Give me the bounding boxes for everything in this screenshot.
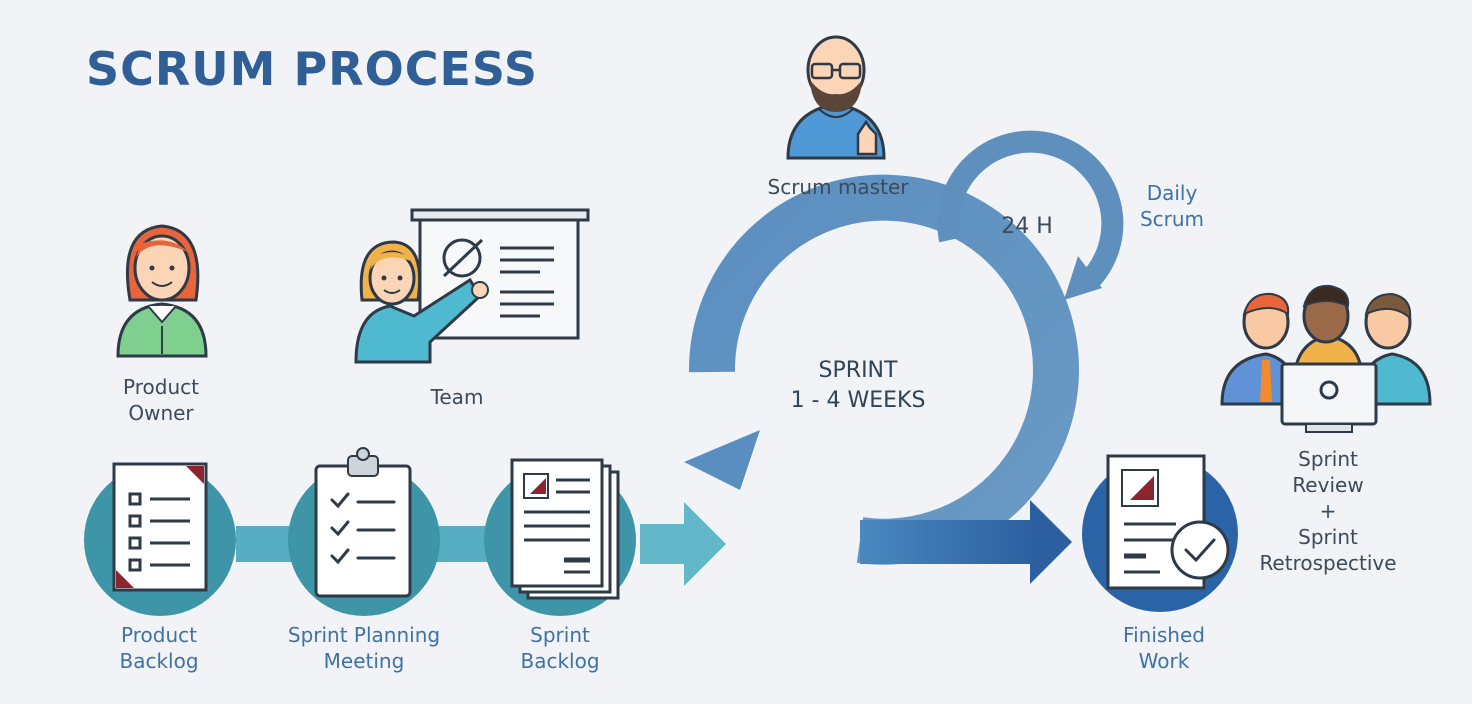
arrow-to-finished xyxy=(860,500,1072,584)
clipboard-icon xyxy=(314,447,412,598)
page-title: SCRUM PROCESS xyxy=(86,42,539,96)
product-backlog-label-line2: Backlog xyxy=(119,649,199,673)
sprint-label-line1: SPRINT xyxy=(818,358,898,383)
sprint-planning-label-line2: Meeting xyxy=(323,649,405,673)
product-owner-avatar xyxy=(116,224,208,358)
sprint-review-label: Sprint Review + Sprint Retrospective xyxy=(1246,446,1410,576)
daily-scrum-label-line2: Scrum xyxy=(1139,207,1205,231)
finished-work-label-line2: Work xyxy=(1138,649,1190,673)
approved-document-icon xyxy=(1106,454,1230,590)
sprint-backlog-label: Sprint Backlog xyxy=(490,622,630,674)
sprint-retro-label-line1: Sprint xyxy=(1298,525,1358,549)
review-team-avatars xyxy=(1220,284,1432,433)
sprint-review-label-line2: Review xyxy=(1292,473,1364,497)
scrum-master-label: Scrum master xyxy=(767,175,909,199)
daily-scrum-loop-arrow xyxy=(937,130,1124,300)
finished-work-label: Finished Work xyxy=(1094,622,1234,674)
team-label: Team xyxy=(430,385,484,409)
product-owner-label-line2: Owner xyxy=(128,401,194,425)
sprint-loop-arrow xyxy=(684,174,1079,565)
sprint-duration-label: SPRINT 1 - 4 WEEKS xyxy=(758,356,958,416)
sprint-planning-label: Sprint Planning Meeting xyxy=(272,622,456,674)
daily-scrum-label-line1: Daily xyxy=(1146,181,1198,205)
connector-1 xyxy=(236,526,294,562)
sprint-label-line2: 1 - 4 WEEKS xyxy=(790,388,926,413)
sprint-retro-label-line2: Retrospective xyxy=(1259,551,1397,575)
product-owner-label-line1: Product xyxy=(123,375,199,399)
connector-2 xyxy=(436,526,492,562)
product-backlog-label: Product Backlog xyxy=(84,622,234,674)
daily-hours-label: 24 H xyxy=(1001,214,1053,239)
daily-scrum-label: Daily Scrum xyxy=(1112,180,1232,232)
scrum-master-avatar xyxy=(786,35,886,160)
finished-work-label-line1: Finished xyxy=(1123,623,1205,647)
sprint-backlog-label-line2: Backlog xyxy=(520,649,600,673)
sprint-review-label-plus: + xyxy=(1319,499,1337,523)
product-owner-label: Product Owner xyxy=(96,374,226,426)
sprint-review-label-line1: Sprint xyxy=(1298,447,1358,471)
team-member-avatar xyxy=(354,240,489,364)
sprint-backlog-label-line1: Sprint xyxy=(530,623,590,647)
sprint-planning-label-line1: Sprint Planning xyxy=(287,623,441,647)
product-backlog-label-line1: Product xyxy=(121,623,197,647)
checklist-document-icon xyxy=(112,462,208,592)
stacked-documents-icon xyxy=(510,458,620,600)
arrow-to-sprint xyxy=(640,502,726,586)
